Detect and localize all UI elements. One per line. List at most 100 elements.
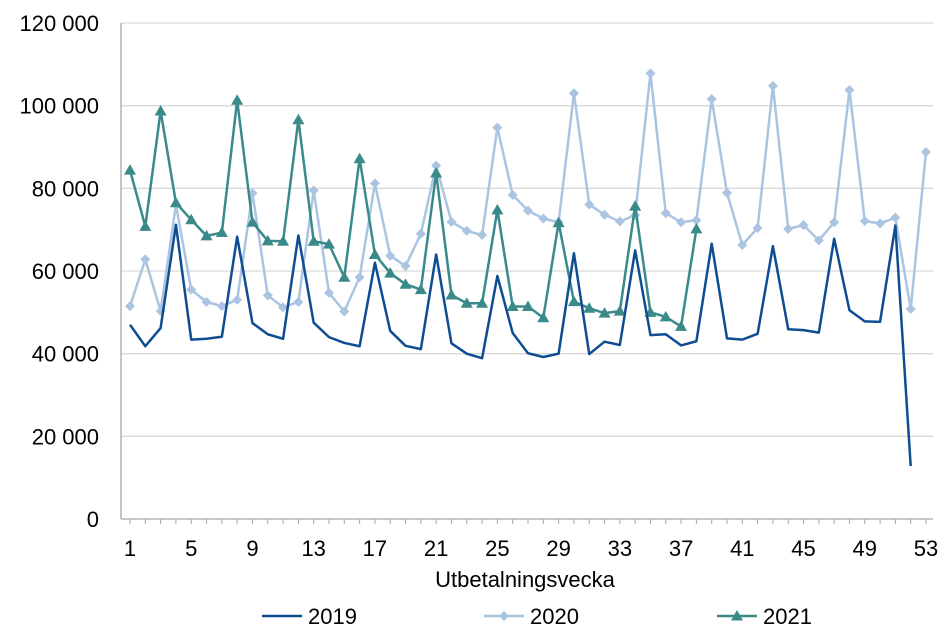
data-point xyxy=(567,295,580,307)
legend-item-2021: 2021 xyxy=(717,604,812,628)
data-point xyxy=(232,294,243,305)
data-point xyxy=(629,200,642,211)
data-point xyxy=(323,238,335,249)
series-line-2019 xyxy=(128,223,912,467)
data-point xyxy=(384,267,397,278)
data-point xyxy=(415,228,426,239)
data-point xyxy=(676,217,687,228)
y-tick-label: 60 000 xyxy=(32,259,99,284)
data-point xyxy=(414,283,427,295)
data-point xyxy=(706,94,717,105)
data-point xyxy=(339,306,350,317)
data-point xyxy=(169,196,182,208)
data-point xyxy=(400,261,411,272)
data-point xyxy=(584,199,595,210)
data-point xyxy=(614,216,625,227)
data-point xyxy=(507,189,518,200)
y-tick-label: 80 000 xyxy=(32,176,99,201)
x-tick-label: 45 xyxy=(791,536,815,561)
data-point xyxy=(278,302,289,313)
data-point xyxy=(613,305,626,316)
legend-item-2019: 2019 xyxy=(262,604,357,628)
data-point xyxy=(737,239,748,250)
x-axis-ticks: 1 5 9 13 17 21 25 29 33 37 41 45 49 53 xyxy=(124,519,938,561)
legend-marker xyxy=(731,610,743,621)
data-point xyxy=(431,160,442,171)
x-tick-label: 29 xyxy=(546,536,570,561)
data-point xyxy=(369,178,380,189)
data-point xyxy=(246,216,259,227)
y-tick-label: 40 000 xyxy=(32,342,99,367)
data-point xyxy=(338,271,351,282)
x-tick-label: 37 xyxy=(669,536,693,561)
data-point xyxy=(139,220,152,231)
data-point xyxy=(783,223,794,234)
data-point xyxy=(523,205,533,216)
x-tick-label: 17 xyxy=(363,536,387,561)
legend-label: 2021 xyxy=(763,604,812,628)
legend-label: 2019 xyxy=(308,604,357,628)
series-line-2021 xyxy=(128,99,698,328)
data-point xyxy=(491,203,504,215)
data-point xyxy=(691,215,702,226)
data-point xyxy=(921,146,931,157)
x-tick-label: 41 xyxy=(730,536,754,561)
data-point xyxy=(813,235,824,246)
data-point xyxy=(461,225,472,236)
data-point xyxy=(599,209,610,220)
data-point xyxy=(537,311,550,323)
data-point xyxy=(125,301,135,312)
data-point xyxy=(186,284,197,295)
data-point xyxy=(385,250,396,261)
data-point xyxy=(859,215,870,226)
data-point xyxy=(645,68,656,79)
data-point xyxy=(522,300,534,312)
data-point xyxy=(445,288,458,300)
data-point xyxy=(154,105,167,116)
data-point xyxy=(324,287,334,298)
x-tick-label: 49 xyxy=(853,536,877,561)
legend-label: 2020 xyxy=(530,604,579,628)
data-point xyxy=(262,290,273,301)
data-point xyxy=(767,80,778,91)
data-point xyxy=(307,235,320,246)
y-axis-ticks: 0 20 000 40 000 60 000 80 000 100 000 120 000 xyxy=(19,11,99,532)
data-point xyxy=(659,310,672,322)
y-tick-label: 20 000 xyxy=(32,424,99,449)
legend-item-2020: 2020 xyxy=(484,604,579,628)
x-tick-label: 1 xyxy=(124,536,136,561)
data-point xyxy=(476,297,489,308)
data-point xyxy=(829,217,840,228)
data-point xyxy=(215,226,228,238)
data-point xyxy=(293,297,304,307)
legend: 2019 2020 2021 xyxy=(262,604,812,628)
data-point xyxy=(844,84,855,95)
data-point xyxy=(583,302,596,313)
data-point xyxy=(200,229,213,241)
series-2021 xyxy=(124,94,703,331)
x-tick-label: 25 xyxy=(485,536,509,561)
data-point xyxy=(353,152,366,164)
x-tick-label: 21 xyxy=(424,536,448,561)
data-point xyxy=(752,223,763,234)
data-point xyxy=(231,94,244,105)
data-point xyxy=(430,167,443,178)
data-point xyxy=(140,254,151,265)
y-tick-label: 100 000 xyxy=(19,94,99,119)
x-tick-label: 9 xyxy=(246,536,258,561)
data-point xyxy=(538,213,549,224)
data-point xyxy=(890,212,901,223)
data-point xyxy=(690,222,703,234)
data-point xyxy=(124,164,136,175)
data-point xyxy=(506,300,519,312)
data-point xyxy=(477,230,488,241)
data-point xyxy=(292,113,305,125)
legend-marker xyxy=(499,611,509,621)
y-tick-label: 0 xyxy=(87,507,99,532)
data-point xyxy=(598,307,611,318)
x-tick-label: 13 xyxy=(301,536,325,561)
axes xyxy=(120,23,933,520)
data-point xyxy=(460,297,473,308)
data-point xyxy=(660,208,671,219)
